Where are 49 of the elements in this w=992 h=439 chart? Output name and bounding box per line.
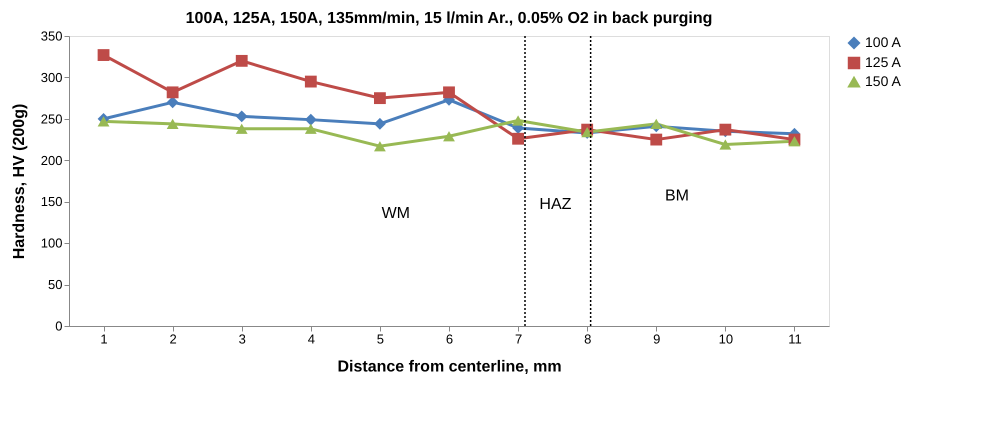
point (443, 86, 455, 98)
point (443, 131, 455, 142)
point (304, 124, 317, 134)
x-tick-label: 11 (788, 332, 802, 346)
point (788, 136, 800, 146)
point (166, 86, 179, 98)
annotation: HAZ (539, 196, 572, 214)
point (512, 115, 524, 126)
point (166, 118, 179, 129)
x-tick-label: 4 (308, 332, 315, 346)
point (304, 114, 317, 126)
legend-label: 125 A (865, 54, 902, 70)
x-tick-label: 2 (170, 332, 177, 346)
x-tick-label: 6 (446, 332, 454, 346)
y-tick-label: 50 (48, 277, 62, 292)
point (236, 54, 248, 67)
point (236, 124, 248, 134)
point (512, 132, 524, 145)
y-tick-label: 100 (40, 236, 62, 251)
y-tick-label: 250 (40, 111, 62, 126)
x-tick-label: 9 (653, 332, 660, 346)
point (719, 139, 732, 150)
annotation: BM (665, 188, 689, 204)
point (236, 110, 248, 122)
x-tick-label: 8 (584, 332, 592, 346)
y-tick-label: 200 (40, 152, 62, 168)
point (374, 118, 386, 130)
legend-label: 150 A (865, 73, 902, 89)
x-tick-label: 5 (376, 332, 384, 346)
legend-label: 100 A (865, 34, 902, 50)
point (650, 134, 662, 146)
x-tick-label: 10 (718, 332, 734, 346)
y-axis-title: Hardness, HV (200g) (10, 104, 28, 260)
x-tick-label: 3 (238, 332, 246, 346)
y-tick-label: 0 (55, 318, 62, 334)
point (304, 76, 317, 88)
x-tick-label: 1 (100, 332, 108, 346)
chart-title: 100A, 125A, 150A, 135mm/min, 15 l/min Ar., 0.05% O2 in back purging (186, 10, 712, 27)
point (98, 49, 110, 61)
point (98, 116, 110, 126)
x-tick-label: 7 (514, 332, 522, 346)
y-tick-label: 300 (40, 70, 62, 85)
y-tick-label: 350 (40, 28, 62, 44)
point (650, 118, 662, 129)
y-tick-label: 150 (40, 194, 62, 210)
annotation: WM (382, 204, 410, 222)
point (374, 92, 386, 104)
point (374, 141, 386, 152)
x-axis-title: Distance from centerline, mm (337, 358, 562, 376)
